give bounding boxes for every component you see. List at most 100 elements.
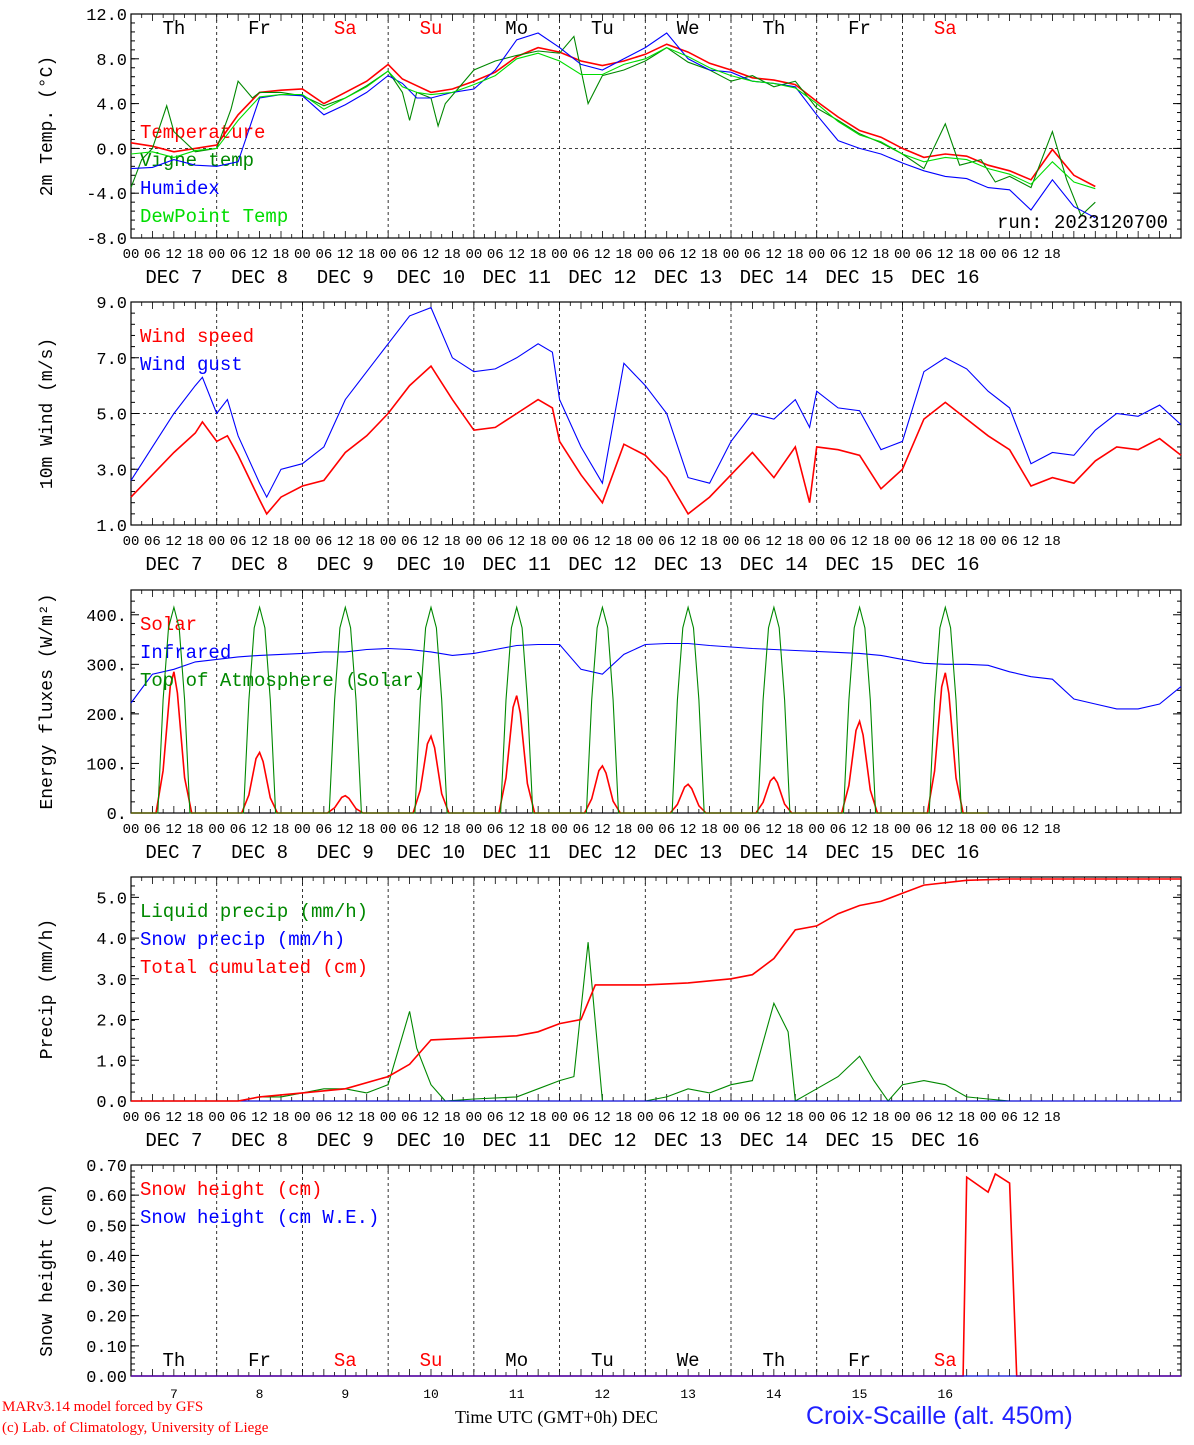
hour-tick-label: 18 — [701, 822, 718, 838]
date-label: DEC 7 — [145, 842, 202, 864]
y-tick-label: 0.30 — [86, 1279, 127, 1298]
day-number-label: 9 — [341, 1387, 349, 1402]
hour-tick-label: 06 — [744, 1110, 761, 1126]
hour-tick-label: 00 — [894, 1110, 911, 1126]
model-credit: MARv3.14 model forced by GFS — [2, 1399, 204, 1415]
hour-tick-label: 00 — [723, 534, 740, 550]
hour-tick-label: 18 — [615, 534, 632, 550]
hour-tick-label: 12 — [508, 247, 525, 263]
hour-tick-label: 00 — [465, 1110, 482, 1126]
y-tick-label: 0.60 — [86, 1188, 127, 1207]
hour-tick-label: 06 — [144, 1110, 161, 1126]
y-axis-label: Snow height (cm) — [38, 1184, 58, 1357]
weekday-label: Mo — [505, 18, 528, 40]
hour-tick-label: 06 — [658, 534, 675, 550]
hour-tick-label: 18 — [273, 822, 290, 838]
hour-tick-label: 18 — [787, 1110, 804, 1126]
hour-tick-label: 06 — [830, 1110, 847, 1126]
hour-tick-label: 06 — [401, 1110, 418, 1126]
hour-tick-label: 12 — [937, 1110, 954, 1126]
weekday-label: We — [677, 1350, 700, 1372]
legend-entry: Solar — [140, 614, 197, 636]
date-label: DEC 8 — [231, 842, 288, 864]
hour-tick-label: 18 — [958, 247, 975, 263]
hour-tick-label: 12 — [423, 822, 440, 838]
hour-tick-label: 00 — [723, 247, 740, 263]
hour-tick-label: 18 — [1044, 1110, 1061, 1126]
weekday-label: Sa — [934, 18, 957, 40]
weekday-label: Fr — [848, 18, 871, 40]
hour-tick-label: 18 — [187, 247, 204, 263]
weekday-label: Th — [762, 1350, 785, 1372]
hour-tick-label: 12 — [1023, 534, 1040, 550]
hour-tick-label: 18 — [273, 247, 290, 263]
hour-tick-label: 00 — [723, 822, 740, 838]
hour-tick-label: 18 — [787, 247, 804, 263]
hour-tick-label: 12 — [337, 822, 354, 838]
hour-tick-label: 12 — [765, 1110, 782, 1126]
day-number-label: 10 — [423, 1387, 439, 1402]
hour-tick-label: 00 — [894, 247, 911, 263]
y-tick-label: 1.0 — [96, 518, 127, 537]
hour-tick-label: 06 — [658, 247, 675, 263]
hour-tick-label: 00 — [980, 247, 997, 263]
y-axis-label: 2m Temp. (°C) — [38, 56, 58, 196]
hour-tick-label: 12 — [851, 534, 868, 550]
date-label: DEC 9 — [317, 1130, 374, 1152]
y-tick-label: 5.0 — [96, 890, 127, 909]
date-label: DEC 13 — [654, 1130, 722, 1152]
weekday-label: Tu — [591, 1350, 614, 1372]
series-line — [130, 364, 1182, 516]
hour-tick-label: 12 — [251, 534, 268, 550]
hour-tick-label: 00 — [808, 1110, 825, 1126]
hour-tick-label: 00 — [637, 822, 654, 838]
date-label: DEC 8 — [231, 267, 288, 289]
hour-tick-label: 18 — [701, 247, 718, 263]
hour-tick-label: 06 — [315, 822, 332, 838]
hour-tick-label: 18 — [615, 1110, 632, 1126]
date-label: DEC 12 — [568, 842, 636, 864]
legend-entry: Humidex — [140, 178, 220, 200]
hour-tick-label: 06 — [401, 247, 418, 263]
date-label: DEC 12 — [568, 1130, 636, 1152]
hour-tick-label: 00 — [208, 822, 225, 838]
hour-tick-label: 00 — [123, 1110, 140, 1126]
legend-entry: Snow precip (mm/h) — [140, 929, 345, 951]
series-line — [130, 46, 1096, 190]
series-line — [130, 32, 1096, 219]
hour-tick-label: 06 — [658, 822, 675, 838]
y-tick-label: 2.0 — [96, 1013, 127, 1032]
day-number-label: 15 — [852, 1387, 868, 1402]
y-tick-label: 1.0 — [96, 1053, 127, 1072]
hour-tick-label: 00 — [808, 534, 825, 550]
date-label: DEC 7 — [145, 554, 202, 576]
date-label: DEC 11 — [483, 554, 551, 576]
hour-tick-label: 12 — [251, 822, 268, 838]
day-number-label: 11 — [509, 1387, 525, 1402]
y-tick-label: 4.0 — [96, 97, 127, 116]
hour-tick-label: 06 — [915, 534, 932, 550]
y-tick-label: 0.40 — [86, 1248, 127, 1267]
hour-tick-label: 18 — [187, 1110, 204, 1126]
hour-tick-label: 12 — [251, 247, 268, 263]
y-tick-label: -8.0 — [86, 231, 127, 250]
hour-tick-label: 18 — [530, 1110, 547, 1126]
y-tick-label: 3.0 — [96, 972, 127, 991]
date-label: DEC 9 — [317, 842, 374, 864]
hour-tick-label: 12 — [1023, 247, 1040, 263]
hour-tick-label: 12 — [508, 1110, 525, 1126]
hour-tick-label: 00 — [208, 534, 225, 550]
hour-tick-label: 12 — [937, 534, 954, 550]
hour-tick-label: 18 — [958, 534, 975, 550]
legend-entry: Wind gust — [140, 354, 243, 376]
date-label: DEC 7 — [145, 267, 202, 289]
hour-tick-label: 06 — [1001, 247, 1018, 263]
hour-tick-label: 00 — [980, 534, 997, 550]
date-label: DEC 8 — [231, 554, 288, 576]
hour-tick-label: 06 — [487, 534, 504, 550]
hour-tick-label: 00 — [894, 534, 911, 550]
hour-tick-label: 06 — [1001, 534, 1018, 550]
hour-tick-label: 12 — [423, 534, 440, 550]
hour-tick-label: 00 — [808, 822, 825, 838]
date-label: DEC 13 — [654, 554, 722, 576]
